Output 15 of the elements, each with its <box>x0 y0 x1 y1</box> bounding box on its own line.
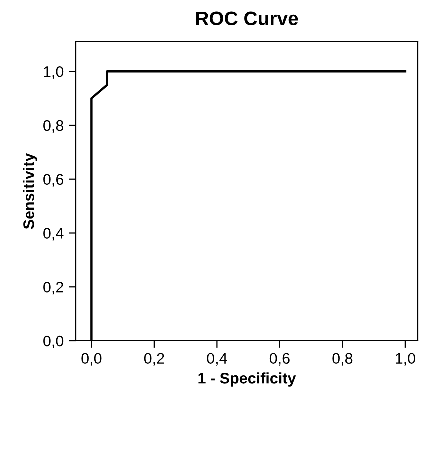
y-tick-label: 0,8 <box>44 120 64 133</box>
x-axis-title: 1 - Specificity <box>198 372 296 387</box>
y-tick-label: 0,2 <box>44 282 64 295</box>
chart-title: ROC Curve <box>196 12 298 26</box>
x-tick-label: 0,2 <box>144 353 164 366</box>
x-tick-label: 0,0 <box>82 353 102 366</box>
y-axis-title: Sensitivity <box>23 153 38 230</box>
x-tick-label: 1,0 <box>396 353 416 366</box>
y-tick-label: 0,6 <box>44 174 64 187</box>
y-tick-label: 0,4 <box>44 228 64 241</box>
x-tick-label: 0,4 <box>207 353 228 366</box>
x-tick-label: 0,8 <box>332 353 353 366</box>
x-tick-label: 0,6 <box>270 353 290 366</box>
y-tick-label: 0,0 <box>44 336 64 348</box>
y-tick-label: 1,0 <box>44 66 64 80</box>
